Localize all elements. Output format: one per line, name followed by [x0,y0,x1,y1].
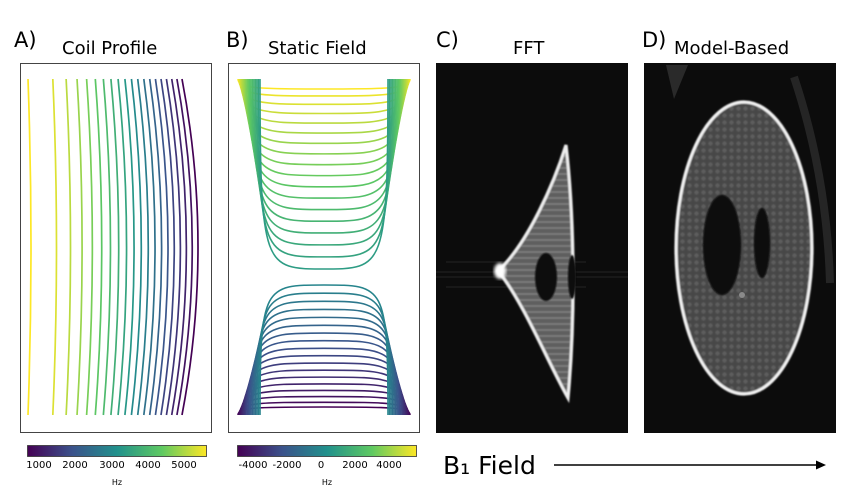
model-artifact-edge [790,75,834,284]
panel-c-letter: C) [436,28,459,52]
model-bright-dot [739,292,745,298]
model-hole-right [754,208,770,278]
colorbar-a-tick-5: 5000 [171,460,197,471]
colorbar-a-tick-1: 1000 [26,460,52,471]
coil-contour-line [142,78,156,416]
colorbar-a-tick-4: 4000 [135,460,161,471]
coil-contour-line [94,78,103,416]
colorbar-b-tick-4: 2000 [342,460,368,471]
colorbar-b [237,445,417,457]
b1-field-arrow [554,460,826,470]
static-contour-bottom [259,284,389,416]
coil-contour-line [165,78,182,416]
colorbar-b-tick-5: 4000 [376,460,402,471]
coil-contour-line [117,78,128,416]
coil-contour-line [181,78,199,416]
colorbar-a [27,445,207,457]
fft-hole-left [535,253,557,301]
panel-a-letter: A) [14,28,37,52]
coil-contour-line [85,78,94,416]
coil-contour-line [160,78,176,416]
model-phantom-ellipse [674,100,814,396]
fft-image [436,63,628,433]
panel-a-title: Coil Profile [62,38,158,59]
colorbar-b-unit: Hz [321,478,333,487]
model-based-image [644,63,836,433]
coil-contour-line [27,78,32,416]
coil-profile-plot [20,63,212,433]
model-hole-left [703,195,741,295]
panel-d-letter: D) [642,28,667,52]
panel-b-title: Static Field [268,38,367,59]
static-contour-top [259,78,389,270]
coil-contour-line [130,78,143,416]
panel-c-title: FFT [513,38,545,59]
coil-contour-line [124,78,135,416]
panel-b-letter: B) [226,28,249,52]
coil-contour-line [170,78,188,416]
coil-contour-line [102,78,112,416]
colorbar-b-tick-1: -4000 [238,460,268,471]
coil-contour-line [154,78,169,416]
fft-bright-spot [494,263,506,279]
coil-contour-line [110,78,120,416]
fft-hole-right [568,255,576,299]
colorbar-b-tick-2: -2000 [272,460,302,471]
coil-contour-line [176,78,194,416]
coil-contour-line [51,78,58,416]
colorbar-a-tick-3: 3000 [99,460,125,471]
colorbar-a-unit: Hz [111,478,123,487]
colorbar-b-tick-3: 0 [317,460,325,471]
coil-contour-line [148,78,163,416]
colorbar-a-tick-2: 2000 [62,460,88,471]
coil-contour-line [136,78,150,416]
model-artifact-corner [666,65,688,99]
panel-d-title: Model-Based [674,38,790,59]
coil-contour-line [65,78,72,416]
coil-contour-line [76,78,83,416]
b1-field-label: B₁ Field [443,451,536,480]
static-field-plot [228,63,420,433]
